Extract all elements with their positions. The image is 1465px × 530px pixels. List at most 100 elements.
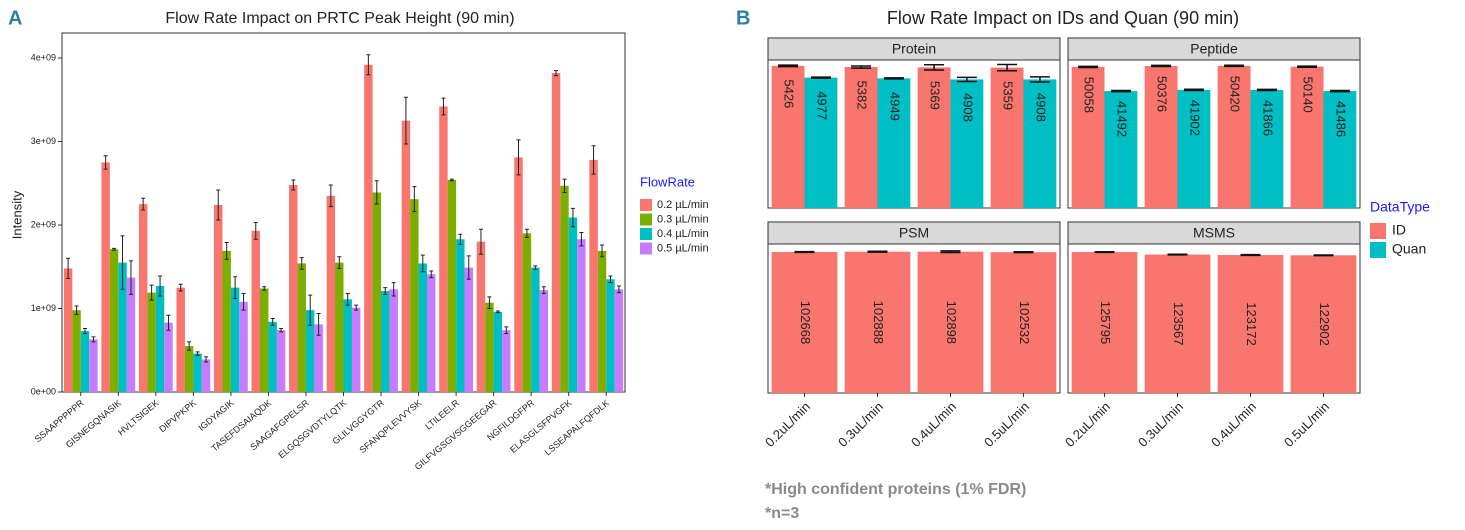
error-bar xyxy=(366,54,371,76)
error-bar xyxy=(1240,253,1261,257)
y-tick-label: 2e+09 xyxy=(31,219,56,229)
error-bar xyxy=(204,356,209,363)
bar xyxy=(804,77,838,208)
bar xyxy=(314,324,323,392)
error-bar xyxy=(600,244,605,258)
error-bar xyxy=(233,276,238,299)
error-bar xyxy=(374,180,379,205)
bar xyxy=(410,199,419,392)
error-bar xyxy=(420,254,425,273)
error-bar xyxy=(308,294,313,326)
error-bar xyxy=(299,257,304,270)
bar xyxy=(176,287,185,392)
bar xyxy=(289,184,298,392)
bar xyxy=(1323,91,1357,208)
value-label: 102532 xyxy=(1017,301,1032,344)
error-bar xyxy=(570,207,575,228)
legend-label: 0.5 µL/min xyxy=(657,242,709,254)
bar xyxy=(214,204,223,392)
error-bar xyxy=(141,197,146,211)
bar xyxy=(372,192,382,392)
error-bar xyxy=(120,235,125,290)
bar xyxy=(456,239,465,392)
bar xyxy=(326,195,336,392)
bar xyxy=(1023,79,1057,208)
bar xyxy=(877,78,911,208)
error-bar xyxy=(103,155,108,170)
error-bar xyxy=(495,310,500,314)
error-bar xyxy=(412,186,417,213)
chart-title: Flow Rate Impact on PRTC Peak Height (90… xyxy=(165,10,514,27)
bar xyxy=(401,120,411,393)
bar xyxy=(184,346,194,392)
bar xyxy=(138,204,148,392)
bar xyxy=(335,262,344,392)
facet-title: Protein xyxy=(892,41,936,57)
error-bar xyxy=(487,296,492,310)
error-bar xyxy=(1151,64,1172,68)
error-bar xyxy=(554,70,559,77)
footnote: *n=3 xyxy=(765,505,799,522)
error-bar xyxy=(591,145,596,175)
value-label: 102668 xyxy=(798,301,813,344)
error-bar xyxy=(128,260,133,295)
bar xyxy=(447,179,457,392)
error-bar xyxy=(516,139,521,176)
value-label: 125795 xyxy=(1098,301,1113,344)
value-label: 50420 xyxy=(1228,76,1243,112)
error-bar xyxy=(291,179,296,191)
bar xyxy=(1290,66,1324,208)
facet-title: Peptide xyxy=(1190,41,1238,57)
bar xyxy=(844,67,878,209)
error-bar xyxy=(997,63,1018,72)
x-tick-label: 0.5uL/min xyxy=(981,399,1032,450)
bar xyxy=(276,330,286,392)
bar xyxy=(305,310,315,392)
footnote: *High confident proteins (1% FDR) xyxy=(765,481,1026,498)
bar xyxy=(917,67,951,208)
error-bar xyxy=(867,250,888,253)
panel-label: B xyxy=(736,7,750,29)
bar xyxy=(80,331,90,392)
error-bar xyxy=(195,351,200,356)
x-tick-label: 0.4uL/min xyxy=(1208,399,1259,450)
x-tick-label: SFANQPLEVVYSK xyxy=(358,398,424,456)
y-axis-label: Intensity xyxy=(9,190,24,239)
error-bar xyxy=(403,96,408,145)
error-bar xyxy=(1013,251,1034,254)
error-bar xyxy=(166,314,171,331)
bar xyxy=(522,233,532,392)
error-bar xyxy=(524,228,529,239)
value-label: 41902 xyxy=(1187,100,1202,136)
bar xyxy=(297,263,306,392)
bar xyxy=(364,64,373,392)
bar xyxy=(268,321,277,392)
legend-label: 0.4 µL/min xyxy=(657,228,709,240)
error-bar xyxy=(158,275,163,297)
bar xyxy=(351,307,361,392)
error-bar xyxy=(924,63,945,71)
bar xyxy=(259,288,269,392)
value-label: 4949 xyxy=(887,92,902,121)
value-label: 4908 xyxy=(960,93,975,122)
error-bar xyxy=(608,275,613,284)
value-label: 41866 xyxy=(1260,100,1275,136)
value-label: 50140 xyxy=(1301,77,1316,113)
error-bar xyxy=(216,189,221,221)
error-bar xyxy=(478,228,483,255)
bar xyxy=(1071,66,1105,208)
x-tick-label: 0.5uL/min xyxy=(1281,399,1332,450)
error-bar xyxy=(810,76,831,79)
error-bar xyxy=(354,304,359,311)
error-bar xyxy=(1094,250,1115,254)
y-tick-label: 1e+09 xyxy=(31,303,56,313)
bar xyxy=(389,289,398,392)
error-bar xyxy=(316,313,321,336)
legend-swatch xyxy=(640,228,652,240)
bar xyxy=(568,217,578,392)
error-bar xyxy=(778,64,799,68)
error-bar xyxy=(1256,88,1277,92)
bar xyxy=(1144,65,1178,208)
bar xyxy=(485,302,494,392)
